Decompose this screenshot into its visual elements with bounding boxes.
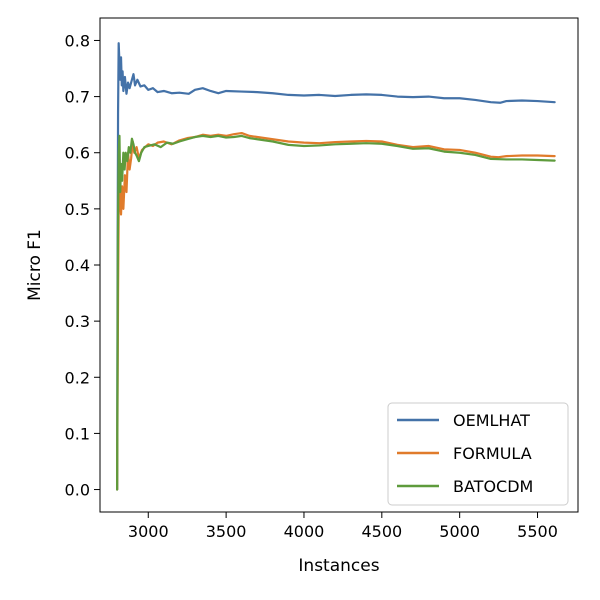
legend: OEMLHAT FORMULA BATOCDM — [387, 402, 569, 506]
legend-label-batocdm: BATOCDM — [453, 477, 533, 496]
legend-label-formula: FORMULA — [453, 444, 532, 463]
y-tick-label: 0.5 — [65, 200, 90, 219]
series-line-oemlhat — [116, 42, 556, 491]
legend-label-oemlhat: OEMLHAT — [453, 411, 530, 430]
y-tick-label: 0.8 — [65, 31, 90, 50]
y-axis-label: Micro F1 — [25, 229, 45, 301]
series-line-batocdm — [116, 134, 556, 491]
x-axis: 3000 3500 4000 4500 5000 5500 — [128, 512, 558, 541]
series-layer — [116, 42, 556, 491]
y-tick-label: 0.6 — [65, 144, 90, 163]
y-tick-label: 0.1 — [65, 424, 90, 443]
y-tick-label: 0.3 — [65, 312, 90, 331]
y-tick-label: 0.0 — [65, 481, 90, 500]
x-tick-label: 4500 — [361, 522, 402, 541]
x-axis-label: Instances — [298, 556, 379, 576]
y-tick-label: 0.4 — [65, 256, 90, 275]
x-tick-label: 5000 — [439, 522, 480, 541]
x-tick-label: 3500 — [206, 522, 247, 541]
y-axis: 0.0 0.1 0.2 0.3 0.4 0.5 0.6 0.7 0.8 — [65, 31, 100, 500]
y-tick-label: 0.2 — [65, 368, 90, 387]
x-tick-label: 3000 — [128, 522, 169, 541]
y-tick-label: 0.7 — [65, 88, 90, 107]
legend-box — [387, 402, 569, 506]
x-tick-label: 4000 — [284, 522, 325, 541]
x-tick-label: 5500 — [517, 522, 558, 541]
